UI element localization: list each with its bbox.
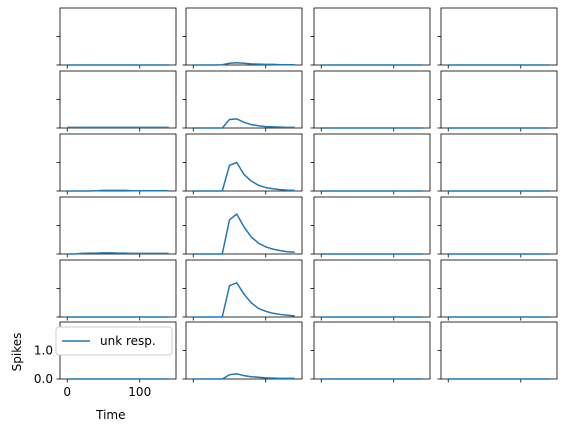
axes-frame — [313, 70, 431, 129]
x-tick-label: 100 — [128, 385, 151, 399]
axes-frame — [59, 259, 177, 318]
panel-r5-c2 — [310, 321, 431, 383]
axes-frame — [313, 133, 431, 192]
y-tick-label: 1.0 — [34, 344, 53, 358]
axes-frame — [185, 321, 303, 380]
axes-frame — [185, 70, 303, 129]
panel-r1-c2 — [310, 70, 431, 132]
y-tick-label: 0.0 — [34, 372, 53, 386]
axes-frame — [440, 7, 558, 66]
panel-r4-c3 — [437, 259, 558, 321]
axes-frame — [59, 70, 177, 129]
panel-r2-c1 — [182, 133, 303, 195]
panel-r2-c2 — [310, 133, 431, 195]
panel-r0-c1 — [182, 7, 303, 69]
x-tick-label: 0 — [63, 385, 71, 399]
panel-r3-c0 — [56, 196, 177, 258]
panel-r3-c1 — [182, 196, 303, 258]
axes-frame — [185, 259, 303, 318]
panel-r1-c3 — [437, 70, 558, 132]
panel-r0-c2 — [310, 7, 431, 69]
legend: unk resp. — [55, 326, 173, 356]
panel-r4-c2 — [310, 259, 431, 321]
axes-frame — [440, 259, 558, 318]
axes-frame — [313, 259, 431, 318]
axes-frame — [440, 70, 558, 129]
panel-r0-c0 — [56, 7, 177, 69]
series-line-unk-resp — [193, 373, 295, 380]
panel-r4-c0 — [56, 259, 177, 321]
panel-r1-c0 — [56, 70, 177, 132]
y-axis-label: Spikes — [10, 333, 24, 372]
panel-r4-c1 — [182, 259, 303, 321]
axes-frame — [59, 7, 177, 66]
axes-frame — [313, 321, 431, 380]
series-line-unk-resp — [67, 189, 169, 192]
legend-box — [55, 326, 173, 356]
axes-frame — [313, 7, 431, 66]
panel-r3-c2 — [310, 196, 431, 258]
x-axis-label: Time — [95, 408, 125, 422]
axes-frame — [185, 7, 303, 66]
axes-frame — [440, 321, 558, 380]
panel-r2-c3 — [437, 133, 558, 195]
panel-r0-c3 — [437, 7, 558, 69]
panel-r1-c1 — [182, 70, 303, 132]
axes-frame — [313, 196, 431, 255]
axes-frame — [59, 133, 177, 192]
panel-r5-c3 — [437, 321, 558, 383]
axes-frame — [185, 133, 303, 192]
series-line-unk-resp — [193, 282, 295, 318]
axes-frame — [59, 196, 177, 255]
panel-r2-c0 — [56, 133, 177, 195]
panel-r3-c3 — [437, 196, 558, 258]
legend-label: unk resp. — [100, 334, 156, 348]
series-line-unk-resp — [67, 252, 169, 255]
axes-frame — [440, 133, 558, 192]
series-line-unk-resp — [193, 118, 295, 129]
series-line-unk-resp — [193, 61, 295, 66]
axes-frame — [440, 196, 558, 255]
series-line-unk-resp — [193, 161, 295, 192]
series-line-unk-resp — [193, 213, 295, 255]
panel-r5-c1 — [182, 321, 303, 383]
